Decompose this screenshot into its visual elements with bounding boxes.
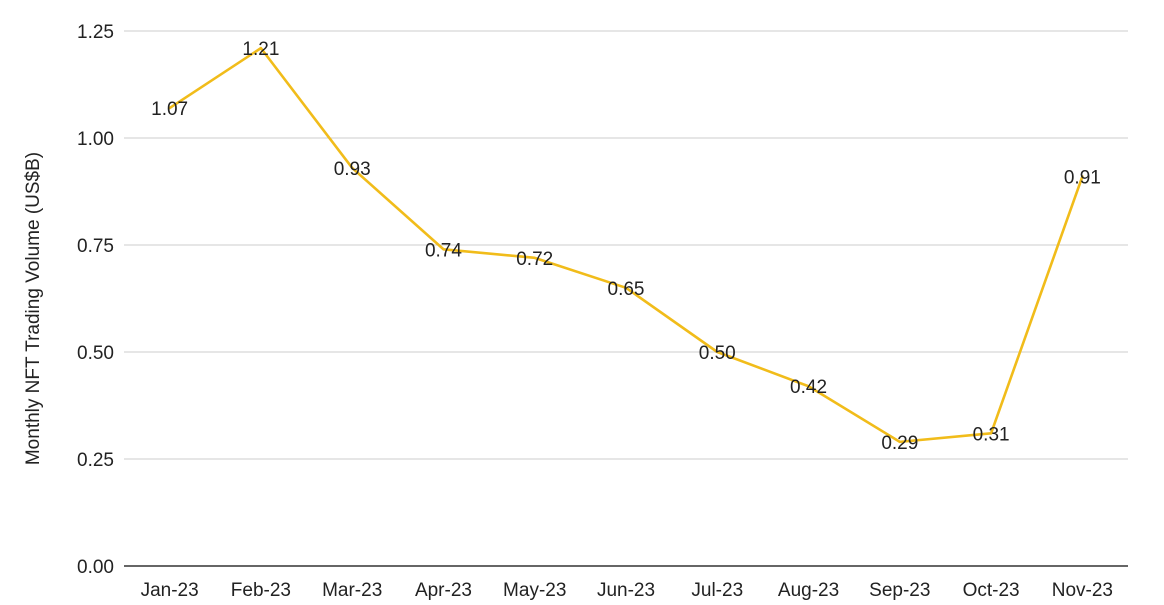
y-tick-label: 0.75	[77, 236, 114, 257]
x-tick-label: Feb-23	[231, 580, 291, 601]
series-line-group	[168, 46, 1084, 444]
x-tick-label: Nov-23	[1052, 580, 1113, 601]
x-tick-label: Oct-23	[963, 580, 1020, 601]
data-label: 1.07	[151, 99, 188, 120]
data-label: 0.50	[699, 343, 736, 364]
data-label: 0.31	[973, 424, 1010, 445]
data-label: 0.29	[881, 433, 918, 454]
x-tick-label: Sep-23	[869, 580, 930, 601]
y-tick-label: 1.25	[77, 22, 114, 43]
y-tick-label: 0.50	[77, 343, 114, 364]
data-label: 1.21	[242, 39, 279, 60]
data-label: 0.72	[516, 249, 553, 270]
series-line	[168, 46, 1084, 444]
y-axis-ticks: 0.00 0.25 0.50 0.75 1.00 1.25	[77, 22, 114, 578]
x-tick-label: Jul-23	[691, 580, 743, 601]
y-tick-label: 1.00	[77, 129, 114, 150]
y-axis-title: Monthly NFT Trading Volume (US$B)	[23, 152, 44, 465]
y-tick-label: 0.00	[77, 557, 114, 578]
data-label: 0.91	[1064, 168, 1101, 189]
x-tick-label: May-23	[503, 580, 566, 601]
data-label: 0.42	[790, 377, 827, 398]
x-tick-label: Apr-23	[415, 580, 472, 601]
x-tick-label: Jan-23	[141, 580, 199, 601]
data-label: 0.74	[425, 240, 462, 261]
data-label: 0.93	[334, 159, 371, 180]
data-labels: 1.07 1.21 0.93 0.74 0.72 0.65 0.50 0.42 0.29 0.31…	[151, 39, 1101, 454]
data-label: 0.65	[608, 279, 645, 300]
y-tick-label: 0.25	[77, 450, 114, 471]
x-tick-label: Jun-23	[597, 580, 655, 601]
x-tick-label: Aug-23	[778, 580, 839, 601]
x-tick-label: Mar-23	[322, 580, 382, 601]
x-axis-ticks: Jan-23 Feb-23 Mar-23 Apr-23 May-23 Jun-23 Jul-…	[141, 580, 1113, 601]
gridlines	[124, 30, 1128, 460]
